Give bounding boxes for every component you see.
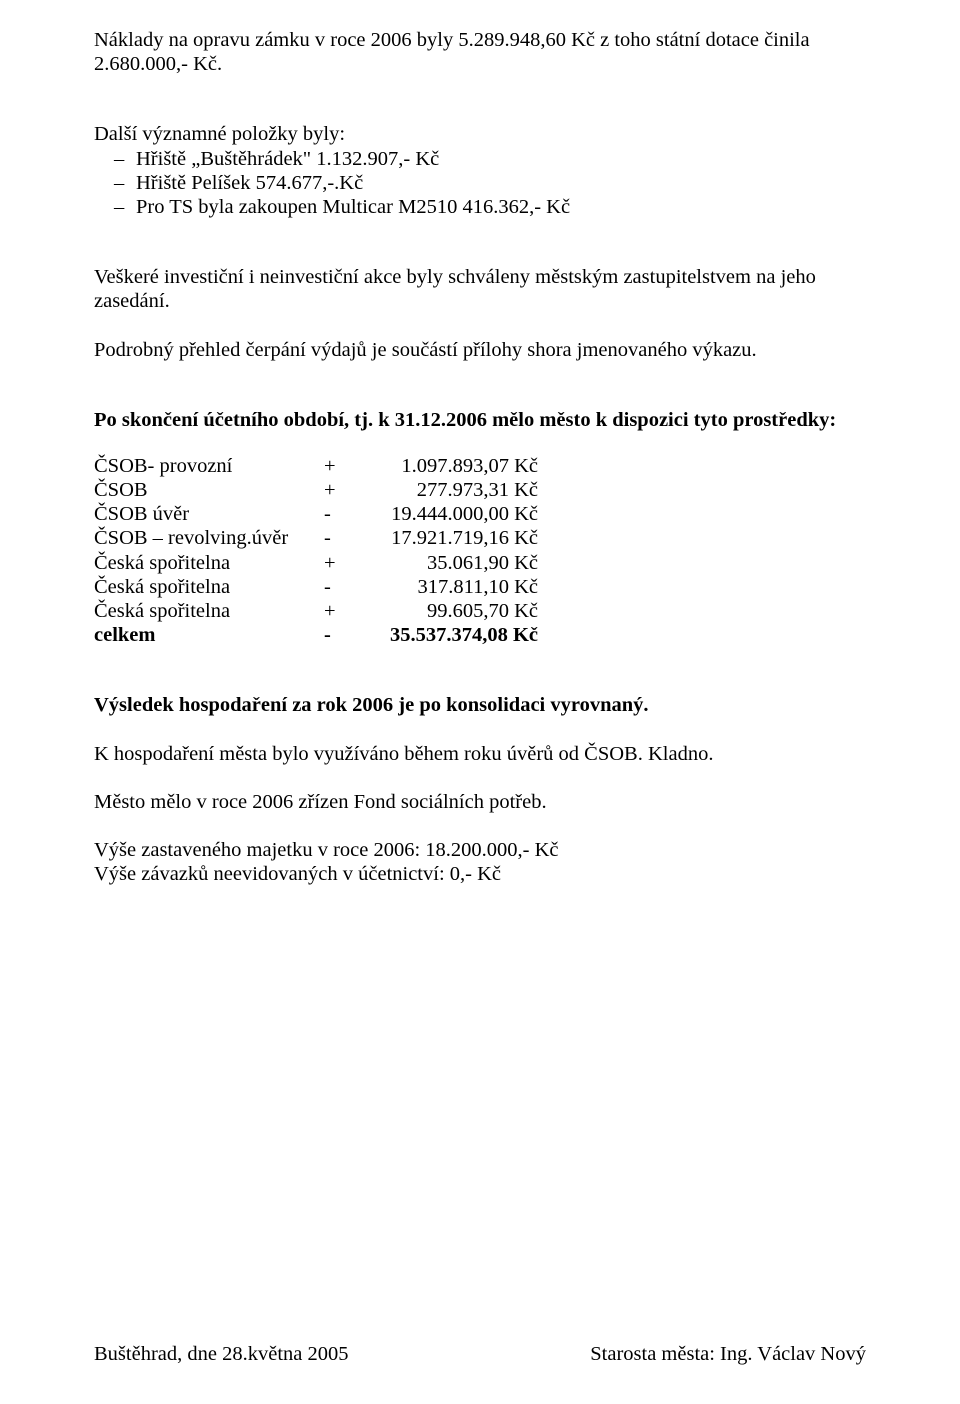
- footer-left: Buštěhrad, dne 28.května 2005: [94, 1342, 349, 1366]
- fund-amount: 317.811,10 Kč: [356, 575, 538, 599]
- paragraph-intro-line2: 2.680.000,- Kč.: [94, 52, 866, 76]
- fund-sign: +: [324, 478, 356, 502]
- table-row: Česká spořitelna-317.811,10 Kč: [94, 575, 538, 599]
- list-item: Hřiště „Buštěhrádek" 1.132.907,- Kč: [94, 147, 866, 171]
- table-row: ČSOB úvěr-19.444.000,00 Kč: [94, 502, 538, 526]
- fund-sign: -: [324, 623, 356, 647]
- fund-name: ČSOB – revolving.úvěr: [94, 526, 324, 550]
- paragraph: Město mělo v roce 2006 zřízen Fond sociá…: [94, 790, 866, 814]
- paragraph: zasedání.: [94, 289, 866, 313]
- fund-sign: -: [324, 502, 356, 526]
- table-row: Česká spořitelna+35.061,90 Kč: [94, 551, 538, 575]
- paragraph-intro-line1: Náklady na opravu zámku v roce 2006 byly…: [94, 28, 866, 52]
- table-row: ČSOB- provozní+1.097.893,07 Kč: [94, 454, 538, 478]
- fund-sign: -: [324, 526, 356, 550]
- fund-amount: 17.921.719,16 Kč: [356, 526, 538, 550]
- footer-right: Starosta města: Ing. Václav Nový: [590, 1342, 866, 1366]
- paragraph: K hospodaření města bylo využíváno během…: [94, 742, 866, 766]
- list-item: Pro TS byla zakoupen Multicar M2510 416.…: [94, 195, 866, 219]
- fund-amount: 19.444.000,00 Kč: [356, 502, 538, 526]
- fund-name: Česká spořitelna: [94, 575, 324, 599]
- funds-heading: Po skončení účetního období, tj. k 31.12…: [94, 408, 866, 432]
- fund-name: ČSOB: [94, 478, 324, 502]
- paragraph: Podrobný přehled čerpání výdajů je součá…: [94, 338, 866, 362]
- table-row: Česká spořitelna+99.605,70 Kč: [94, 599, 538, 623]
- fund-sign: +: [324, 551, 356, 575]
- fund-amount: 35.061,90 Kč: [356, 551, 538, 575]
- footer: Buštěhrad, dne 28.května 2005 Starosta m…: [94, 1342, 866, 1366]
- fund-name: Česká spořitelna: [94, 599, 324, 623]
- fund-name: Česká spořitelna: [94, 551, 324, 575]
- fund-amount: 1.097.893,07 Kč: [356, 454, 538, 478]
- items-list: Hřiště „Buštěhrádek" 1.132.907,- Kč Hřiš…: [94, 147, 866, 220]
- table-row: celkem-35.537.374,08 Kč: [94, 623, 538, 647]
- paragraph: Výše zastaveného majetku v roce 2006: 18…: [94, 838, 866, 862]
- fund-name: celkem: [94, 623, 324, 647]
- fund-name: ČSOB- provozní: [94, 454, 324, 478]
- paragraph: Veškeré investiční i neinvestiční akce b…: [94, 265, 866, 289]
- funds-table: ČSOB- provozní+1.097.893,07 KčČSOB+277.9…: [94, 454, 538, 648]
- table-row: ČSOB – revolving.úvěr-17.921.719,16 Kč: [94, 526, 538, 550]
- fund-name: ČSOB úvěr: [94, 502, 324, 526]
- list-item: Hřiště Pelíšek 574.677,-.Kč: [94, 171, 866, 195]
- items-title: Další významné položky byly:: [94, 122, 866, 146]
- table-row: ČSOB+277.973,31 Kč: [94, 478, 538, 502]
- paragraph: Výše závazků neevidovaných v účetnictví:…: [94, 862, 866, 886]
- fund-amount: 277.973,31 Kč: [356, 478, 538, 502]
- fund-amount: 35.537.374,08 Kč: [356, 623, 538, 647]
- result-line: Výsledek hospodaření za rok 2006 je po k…: [94, 693, 866, 717]
- fund-amount: 99.605,70 Kč: [356, 599, 538, 623]
- fund-sign: +: [324, 599, 356, 623]
- fund-sign: +: [324, 454, 356, 478]
- document-page: Náklady na opravu zámku v roce 2006 byly…: [0, 0, 960, 1404]
- fund-sign: -: [324, 575, 356, 599]
